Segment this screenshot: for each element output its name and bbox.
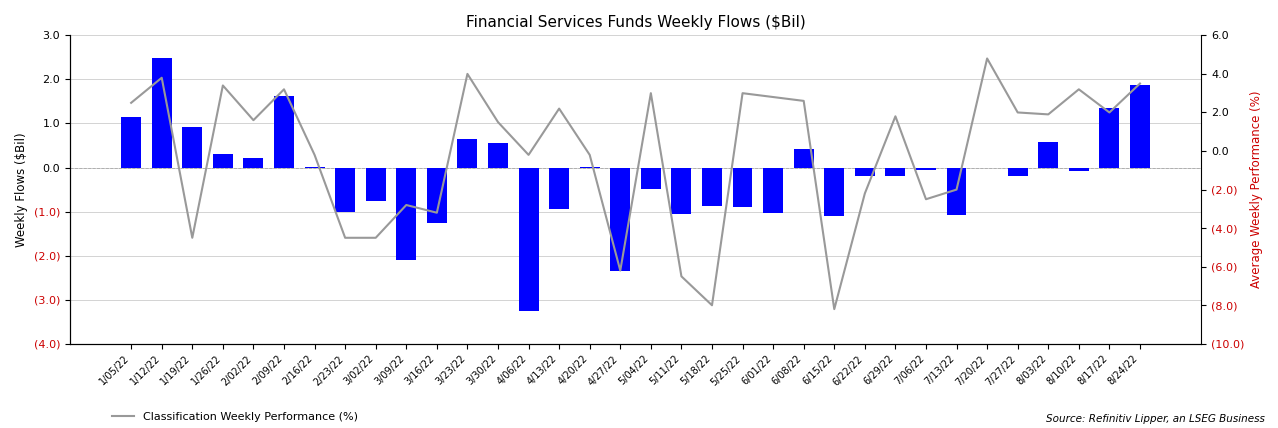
Bar [1008,167,1028,176]
Bar [732,167,753,207]
Y-axis label: Weekly Flows ($Bil): Weekly Flows ($Bil) [15,132,28,247]
Bar [640,167,661,189]
Y-axis label: Average Weekly Performance (%): Average Weekly Performance (%) [1250,91,1263,288]
Bar [855,167,874,176]
Bar [273,96,294,167]
Bar [396,167,417,260]
Bar [304,166,325,167]
Bar [947,167,966,215]
Title: Financial Services Funds Weekly Flows ($Bil): Financial Services Funds Weekly Flows ($… [465,15,805,30]
Bar [671,167,691,214]
Bar [366,167,386,201]
Bar [580,166,599,167]
Bar [978,167,997,169]
Bar [611,167,630,271]
Bar [1068,167,1089,171]
Text: Source: Refinitiv Lipper, an LSEG Business: Source: Refinitiv Lipper, an LSEG Busine… [1047,414,1265,424]
Bar [488,143,507,167]
Bar [183,127,202,167]
Bar [427,167,447,223]
Bar [916,167,935,170]
Bar [763,167,783,212]
Bar [121,117,141,167]
Bar [824,167,845,216]
Bar [1099,108,1120,167]
Bar [213,155,233,167]
Bar [1130,85,1150,167]
Bar [519,167,538,311]
Bar [458,139,478,167]
Bar [886,167,905,176]
Bar [550,167,569,208]
Bar [702,167,722,206]
Bar [1038,142,1058,167]
Bar [152,58,171,167]
Legend: Classification Weekly Performance (%): Classification Weekly Performance (%) [107,408,363,427]
Bar [244,158,263,167]
Bar [794,149,814,167]
Bar [335,167,355,211]
